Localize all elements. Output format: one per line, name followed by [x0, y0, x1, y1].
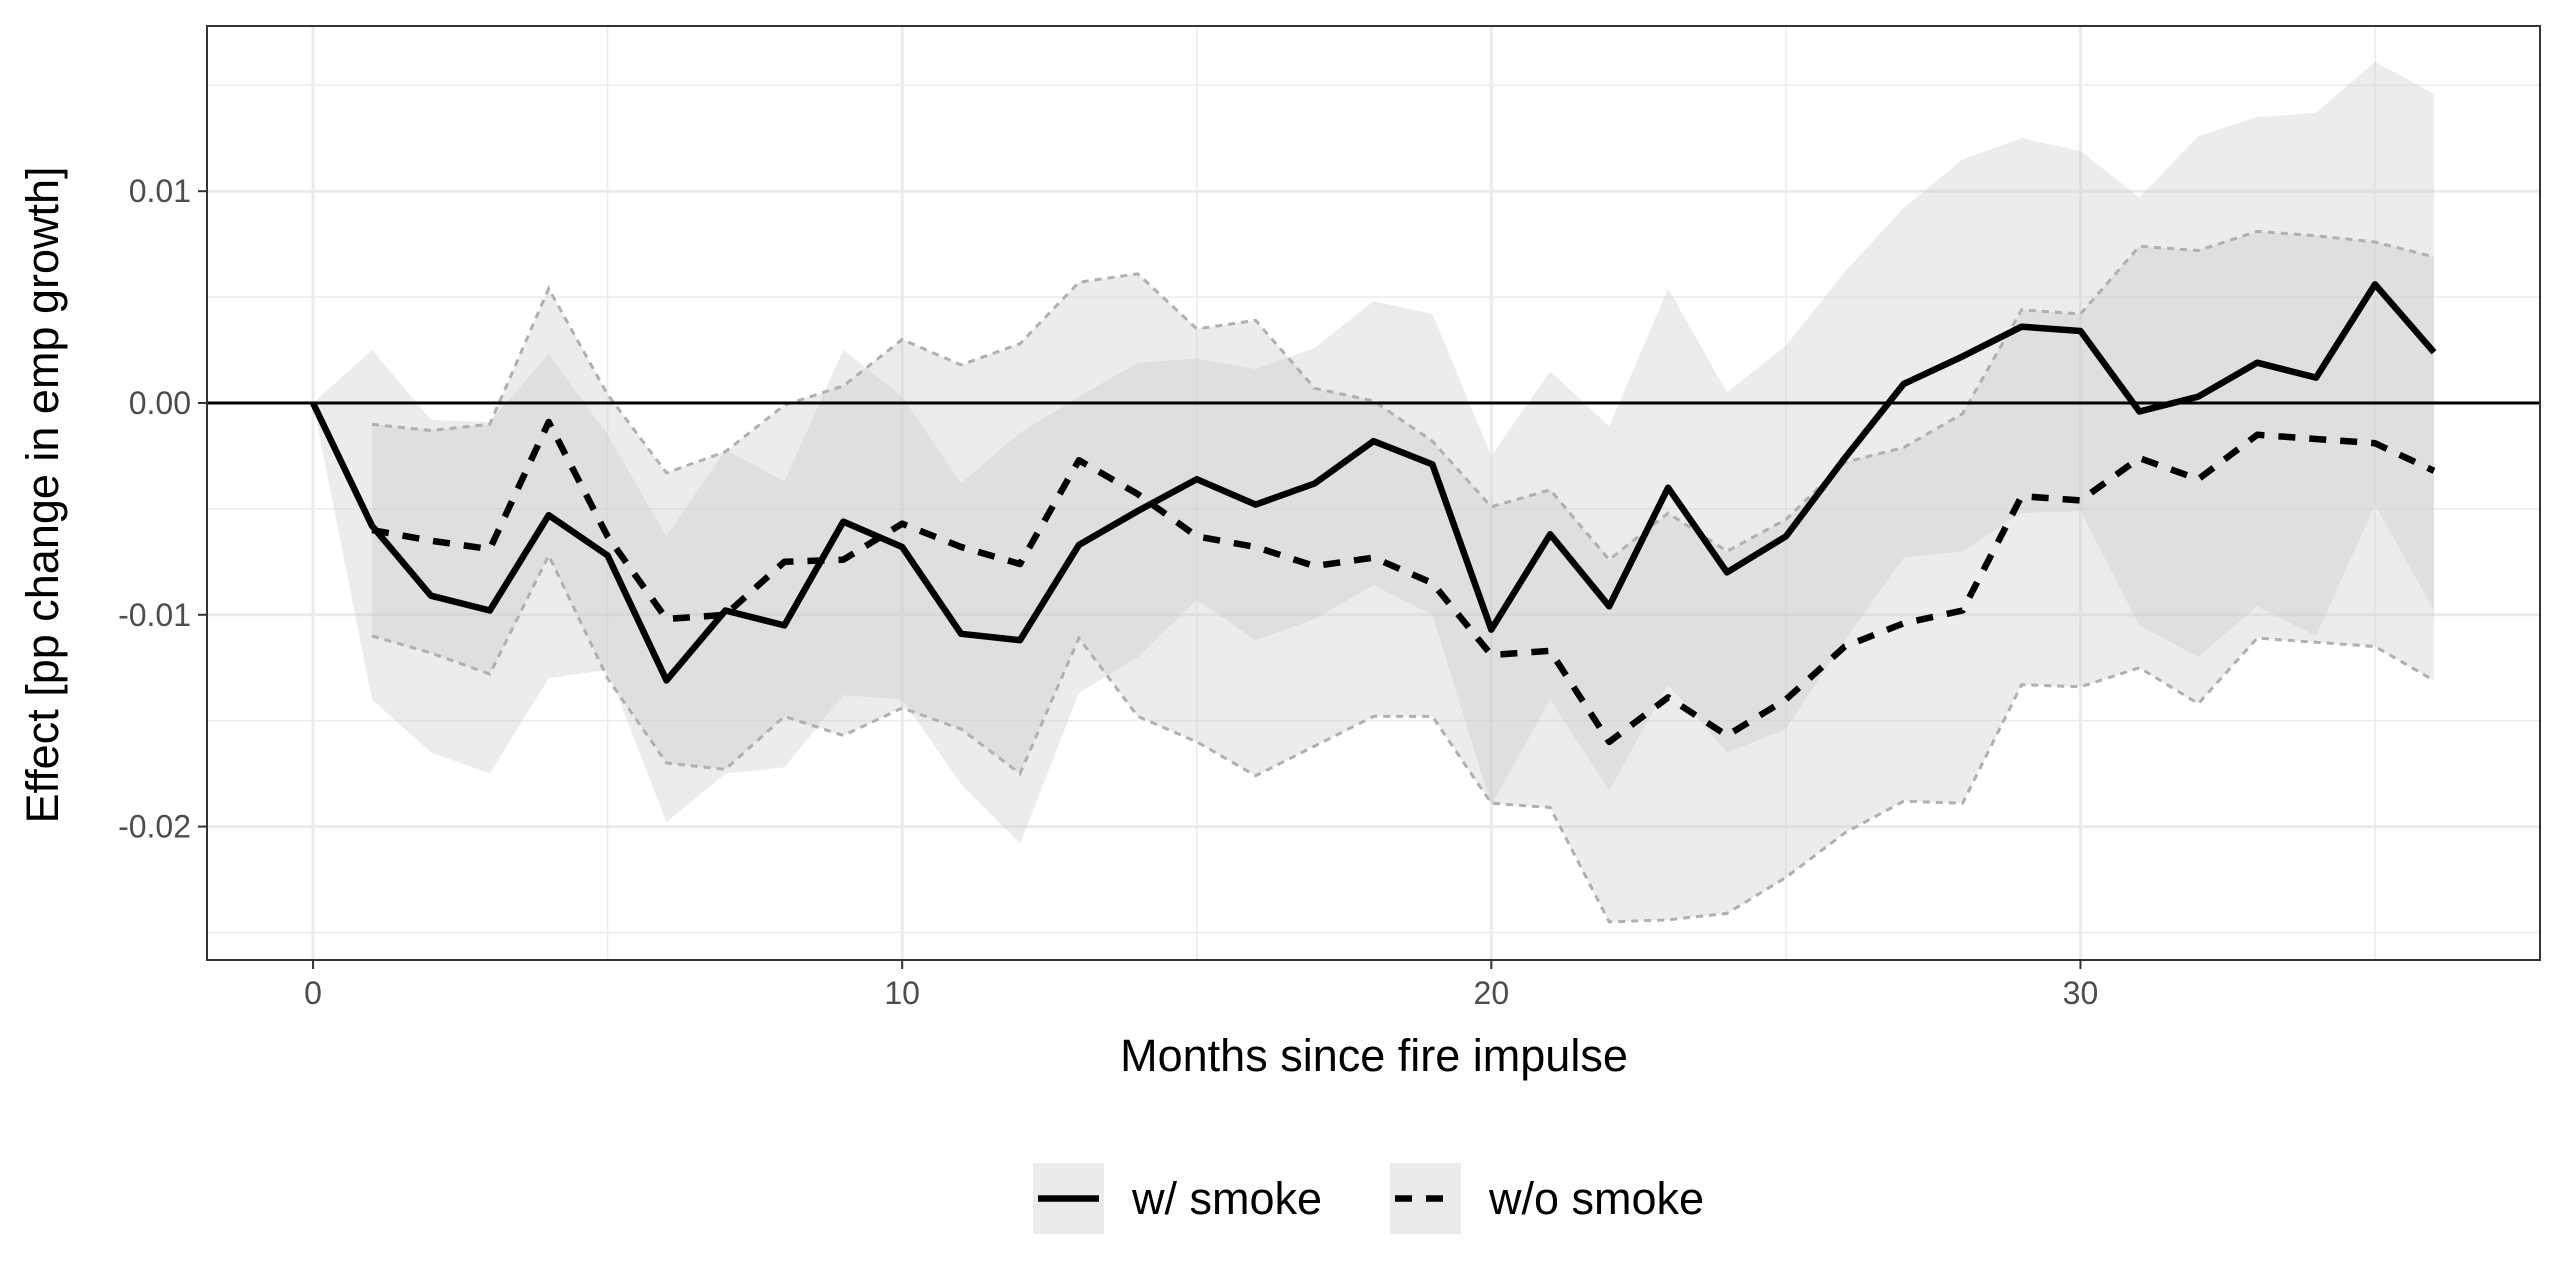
legend: w/ smoke w/o smoke — [1033, 1163, 1704, 1234]
confidence-band-w-smoke — [313, 62, 2434, 844]
x-axis-title: Months since fire impulse — [1120, 1030, 1628, 1081]
y-tick-label: 0.00 — [129, 385, 191, 421]
y-tick-label: -0.01 — [118, 597, 191, 633]
series-line-wo-smoke — [371, 418, 2436, 746]
band-upper-border-wo-smoke — [371, 229, 2435, 562]
y-tick-label: -0.02 — [118, 809, 191, 845]
y-tick-label: 0.01 — [129, 173, 191, 209]
x-tick-label: 30 — [2063, 975, 2099, 1011]
legend-label: w/o smoke — [1488, 1173, 1704, 1224]
x-tick-label: 20 — [1474, 975, 1510, 1011]
y-axis-title: Effect [pp change in emp growth] — [17, 166, 68, 823]
legend-label: w/ smoke — [1131, 1173, 1322, 1224]
axis-layer: 0 10 20 30 -0.02 -0.01 0.00 0.01 — [118, 173, 2098, 1011]
series-line-w-smoke — [310, 281, 2437, 684]
x-tick-label: 0 — [304, 975, 322, 1011]
band-lower-border-wo-smoke — [371, 552, 2435, 924]
panel-border — [206, 25, 2541, 961]
x-tick-label: 10 — [884, 975, 920, 1011]
series-lines — [310, 281, 2437, 746]
